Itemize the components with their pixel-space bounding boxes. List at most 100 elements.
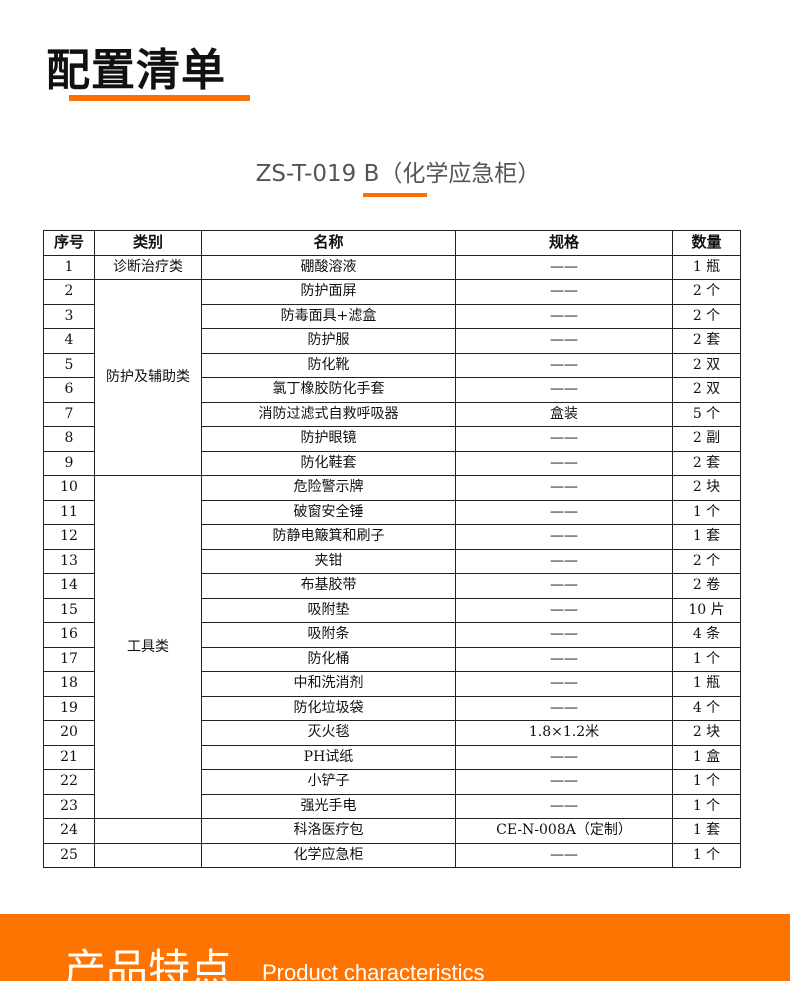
table-cell: 19: [43, 695, 95, 721]
table-cell: ——: [455, 793, 673, 819]
table-cell: 10 片: [672, 597, 741, 623]
table-cell: ——: [455, 303, 673, 329]
table-cell: 16: [43, 622, 95, 648]
table-cell: [94, 818, 202, 844]
table-cell: 2 个: [672, 548, 741, 574]
table-cell: ——: [455, 769, 673, 795]
table-cell: 防护眼镜: [201, 426, 456, 452]
table-row: 20 灭火毯 1.8×1.2米 2 块: [43, 720, 741, 746]
table-cell: ——: [455, 426, 673, 452]
table-cell: 2 副: [672, 426, 741, 452]
table-cell: 防毒面具+滤盒: [201, 303, 456, 329]
table-cell: 防化桶: [201, 646, 456, 672]
features-banner: [0, 914, 790, 981]
table-row: 1 诊断治疗类 硼酸溶液 —— 1 瓶: [43, 254, 741, 280]
table-cell: 1 个: [672, 769, 741, 795]
subtitle-underline: [363, 193, 427, 197]
table-cell: 防静电簸箕和刷子: [201, 524, 456, 550]
column-header: 数量: [672, 230, 741, 256]
table-cell: 防护服: [201, 328, 456, 354]
column-header: 序号: [43, 230, 95, 256]
table-cell: 13: [43, 548, 95, 574]
table-cell: 2: [43, 279, 95, 305]
table-cell: 危险警示牌: [201, 475, 456, 501]
table-cell: 8: [43, 426, 95, 452]
table-cell: 6: [43, 377, 95, 403]
table-cell: 小铲子: [201, 769, 456, 795]
table-cell: 防化鞋套: [201, 450, 456, 476]
table-cell: 3: [43, 303, 95, 329]
table-cell: 15: [43, 597, 95, 623]
table-cell: 破窗安全锤: [201, 499, 456, 525]
table-cell: ——: [455, 352, 673, 378]
table-cell: 灭火毯: [201, 720, 456, 746]
table-cell: 9: [43, 450, 95, 476]
table-cell: 1 套: [672, 524, 741, 550]
table-cell: ——: [455, 597, 673, 623]
table-cell: 2 块: [672, 720, 741, 746]
column-header: 规格: [455, 230, 673, 256]
table-cell: 12: [43, 524, 95, 550]
table-cell: 7: [43, 401, 95, 427]
table-cell: 5 个: [672, 401, 741, 427]
table-row: 5 防化靴 —— 2 双: [43, 352, 741, 378]
table-cell: 2 双: [672, 352, 741, 378]
table-cell: ——: [455, 475, 673, 501]
features-title: 产品特点: [64, 945, 233, 994]
table-cell: 1.8×1.2米: [455, 720, 673, 746]
table-cell: ——: [455, 254, 673, 280]
configuration-table: 序号 类别 名称 规格 数量 1 诊断治疗类 硼酸溶液 —— 1 瓶 2 防护及辅助类 防护面屏 —— 2…: [43, 230, 741, 868]
table-row: 24 科洛医疗包 CE-N-008A（定制） 1 套: [43, 818, 741, 844]
table-cell: 10: [43, 475, 95, 501]
table-cell: 2 双: [672, 377, 741, 403]
table-cell: 1 个: [672, 646, 741, 672]
table-cell: ——: [455, 695, 673, 721]
table-row: 2 防护及辅助类 防护面屏 —— 2 个: [43, 279, 741, 476]
table-cell: 14: [43, 573, 95, 599]
table-row: 7 消防过滤式自救呼吸器 盒装 5 个: [43, 401, 741, 427]
table-cell: 防护及辅助类: [94, 279, 202, 476]
table-cell: 防护面屏: [201, 279, 456, 305]
table-cell: 1 个: [672, 842, 741, 868]
table-cell: ——: [455, 524, 673, 550]
table-cell: [94, 842, 202, 868]
table-row: 17 防化桶 —— 1 个: [43, 646, 741, 672]
table-cell: 18: [43, 671, 95, 697]
column-header: 类别: [94, 230, 202, 256]
table-cell: ——: [455, 744, 673, 770]
table-cell: 吸附垫: [201, 597, 456, 623]
table-cell: 2 卷: [672, 573, 741, 599]
column-header: 名称: [201, 230, 456, 256]
table-cell: 2 块: [672, 475, 741, 501]
table-cell: 22: [43, 769, 95, 795]
table-cell: ——: [455, 671, 673, 697]
table-row: 23 强光手电 —— 1 个: [43, 793, 741, 819]
table-cell: 工具类: [94, 475, 202, 819]
table-cell: 1: [43, 254, 95, 280]
table-cell: 诊断治疗类: [94, 254, 202, 280]
table-cell: 4: [43, 328, 95, 354]
table-cell: 化学应急柜: [201, 842, 456, 868]
table-cell: 防化垃圾袋: [201, 695, 456, 721]
table-cell: ——: [455, 842, 673, 868]
table-row: 6 氯丁橡胶防化手套 —— 2 双: [43, 377, 741, 403]
table-cell: 2 套: [672, 450, 741, 476]
table-cell: 2 个: [672, 279, 741, 305]
table-row: 19 防化垃圾袋 —— 4 个: [43, 695, 741, 721]
table-row: 12 防静电簸箕和刷子 —— 1 套: [43, 524, 741, 550]
table-cell: 1 盒: [672, 744, 741, 770]
table-row: 14 布基胶带 —— 2 卷: [43, 573, 741, 599]
table-cell: 11: [43, 499, 95, 525]
table-cell: ——: [455, 548, 673, 574]
table-cell: CE-N-008A（定制）: [455, 818, 673, 844]
table-cell: 夹钳: [201, 548, 456, 574]
table-cell: 1 瓶: [672, 671, 741, 697]
table-cell: 氯丁橡胶防化手套: [201, 377, 456, 403]
table-row: 15 吸附垫 —— 10 片: [43, 597, 741, 623]
table-cell: 25: [43, 842, 95, 868]
table-cell: ——: [455, 622, 673, 648]
table-row: 9 防化鞋套 —— 2 套: [43, 450, 741, 476]
table-cell: 2 套: [672, 328, 741, 354]
table-cell: ——: [455, 646, 673, 672]
table-row: 18 中和洗消剂 —— 1 瓶: [43, 671, 741, 697]
